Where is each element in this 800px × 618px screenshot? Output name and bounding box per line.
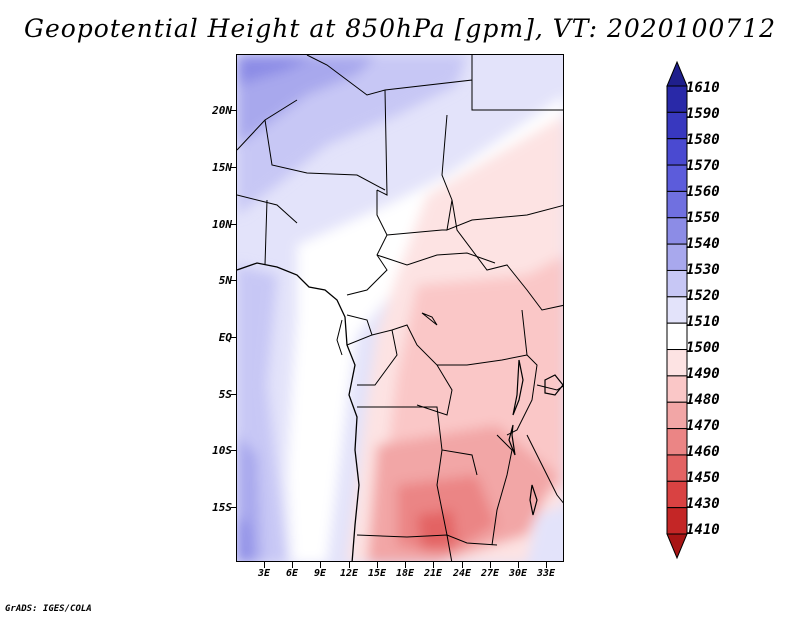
lat-label-20n: 20N: [212, 104, 232, 117]
lon-tick: [264, 562, 265, 568]
lat-label-10s: 10S: [212, 444, 232, 457]
lat-label-15s: 15S: [212, 501, 232, 514]
lat-tick: [231, 110, 237, 111]
colorbar-label: 1490: [686, 366, 720, 382]
lat-label-5n: 5N: [218, 274, 232, 287]
lon-label-24e: 24E: [452, 568, 472, 579]
lat-tick: [231, 280, 237, 281]
colorbar-label: 1570: [686, 158, 720, 174]
colorbar-label: 1500: [686, 340, 720, 356]
colorbar-swatch: [666, 190, 688, 219]
lon-label-12e: 12E: [339, 568, 359, 579]
colorbar-label: 1610: [686, 80, 720, 96]
lon-tick: [490, 562, 491, 568]
lat-tick: [231, 450, 237, 451]
lon-tick: [546, 562, 547, 568]
lon-tick: [518, 562, 519, 568]
lon-label-6e: 6E: [285, 568, 299, 579]
lat-tick: [231, 507, 237, 508]
map-title: Geopotential Height at 850hPa [gpm], VT:…: [23, 14, 777, 43]
colorbar-label: 1450: [686, 470, 720, 486]
colorbar-swatch: [666, 349, 688, 377]
colorbar-swatch: [666, 85, 688, 113]
colorbar-swatches: [666, 60, 688, 560]
colorbar-label: 1560: [686, 184, 720, 200]
colorbar-label: 1550: [686, 210, 720, 226]
lon-tick: [405, 562, 406, 568]
colorbar-swatch: [666, 322, 688, 351]
colorbar-swatch: [666, 507, 688, 535]
lon-label-21e: 21E: [423, 568, 443, 579]
lat-tick: [231, 167, 237, 168]
lon-label-9e: 9E: [313, 568, 327, 579]
field-shading: [237, 55, 563, 561]
colorbar-swatch: [666, 480, 688, 509]
lon-tick: [320, 562, 321, 568]
lat-label-eq: EQ: [218, 331, 232, 344]
colorbar-swatch: [666, 428, 688, 456]
lat-tick: [231, 224, 237, 225]
colorbar-swatch: [666, 375, 688, 403]
colorbar-label: 1590: [686, 106, 720, 122]
colorbar-swatch: [666, 296, 688, 324]
lat-tick: [231, 394, 237, 395]
colorbar-label: 1540: [686, 236, 720, 252]
grads-credit: GrADS: IGES/COLA: [5, 604, 92, 614]
country-borders: [237, 55, 563, 561]
colorbar-swatch: [666, 454, 688, 482]
lat-label-10n: 10N: [212, 218, 232, 231]
lat-tick: [231, 337, 237, 338]
colorbar-label: 1520: [686, 288, 720, 304]
colorbar-label: 1510: [686, 314, 720, 330]
colorbar-top-arrow: [666, 60, 688, 87]
colorbar-swatch: [666, 217, 688, 245]
lat-label-5s: 5S: [218, 388, 232, 401]
colorbar-bottom-arrow: [666, 533, 688, 560]
lon-label-18e: 18E: [395, 568, 415, 579]
colorbar-swatch: [666, 243, 688, 271]
colorbar-label: 1480: [686, 392, 720, 408]
lon-tick: [462, 562, 463, 568]
map-panel: [236, 54, 564, 562]
lon-tick: [349, 562, 350, 568]
geopotential-field: [237, 55, 563, 561]
colorbar-swatch: [666, 401, 688, 430]
lon-label-30e: 30E: [508, 568, 528, 579]
lat-label-15n: 15N: [212, 161, 232, 174]
lon-tick: [377, 562, 378, 568]
colorbar-label: 1530: [686, 262, 720, 278]
lon-label-33e: 33E: [536, 568, 556, 579]
colorbar-label: 1470: [686, 418, 720, 434]
colorbar-label: 1580: [686, 132, 720, 148]
lon-tick: [292, 562, 293, 568]
lon-label-3e: 3E: [257, 568, 271, 579]
colorbar-swatch: [666, 138, 688, 166]
colorbar-swatch: [666, 111, 688, 140]
colorbar-swatch: [666, 164, 688, 192]
lon-label-15e: 15E: [367, 568, 387, 579]
colorbar-label: 1410: [686, 522, 720, 538]
colorbar-swatch: [666, 269, 688, 298]
colorbar-label: 1460: [686, 444, 720, 460]
colorbar-label: 1430: [686, 496, 720, 512]
lon-label-27e: 27E: [480, 568, 500, 579]
lon-tick: [433, 562, 434, 568]
